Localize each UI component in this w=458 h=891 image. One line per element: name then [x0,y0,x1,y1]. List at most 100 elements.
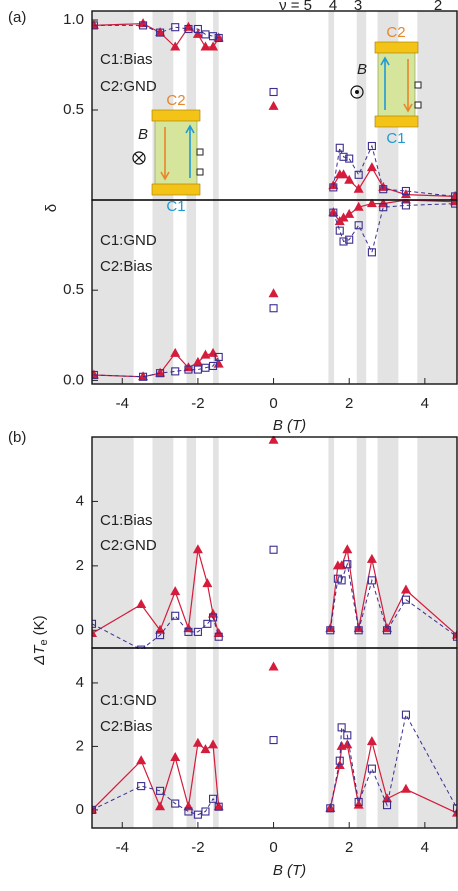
marker-square [337,723,346,732]
condition-label: C2:Bias [100,718,153,735]
marker-square [92,619,97,628]
marker-square [452,804,457,813]
contact [374,115,419,128]
marker-triangle [366,553,377,563]
marker-triangle [170,586,181,596]
marker-square [329,208,338,217]
y-label-unit: (K) [31,615,48,635]
marker-square [354,221,363,230]
panel: 0 2 4 C1:Bias C2:GND 0 2 4 C1:GND C2:Bias -4 -2 0 2 4 B… [8,429,458,879]
marker-square [203,619,212,628]
marker-square [193,365,202,374]
marker-square [354,626,363,635]
marker-triangle [268,100,279,110]
marker-square [193,810,202,819]
marker-triangle [136,755,147,765]
marker-triangle [138,18,149,28]
marker-triangle [208,739,219,749]
field-symbol [350,85,364,99]
panel: 0.5 1.0 C1:Bias C2:GND 0.0 0.5 C1:GND C2:Bias -4… [8,0,458,434]
probe [414,101,422,109]
marker-triangle [452,807,457,817]
marker-triangle [342,544,353,554]
marker-square [335,226,344,235]
marker-square [208,794,218,803]
marker-square [401,201,410,210]
marker-triangle [366,199,377,208]
field-label: B [138,126,148,143]
marker-square [92,370,98,380]
marker-triangle [200,744,211,754]
marker-square [335,143,344,152]
marker-square [208,613,218,622]
marker-square [156,28,165,37]
marker-square [201,30,210,39]
marker-triangle [366,736,377,746]
marker-square [156,631,165,640]
condition-label: C1:Bias [100,512,153,529]
y-axis-label: δ [43,204,60,212]
marker-triangle [202,578,213,588]
contact-label: C1 [166,198,185,215]
marker-square [171,611,180,620]
x-tick-label: 2 [345,395,353,412]
marker-square [326,626,335,635]
marker-square [193,627,202,636]
x-tick-label: 4 [421,395,429,412]
marker-triangle [338,212,349,222]
y-tick-label: 0.5 [63,101,84,118]
marker-square [326,804,335,813]
marker-square [343,731,352,740]
marker-square [339,237,348,246]
device-inset: C2 C1 B [132,92,204,215]
x-tick-label: -4 [116,395,129,412]
marker-square [201,363,210,372]
marker-triangle [400,783,411,793]
shaded-band [417,11,457,384]
contact-label: C2 [386,24,405,41]
shaded-band [328,11,335,384]
condition-label: C1:GND [100,692,157,709]
marker-square [201,807,210,816]
marker-triangle [208,608,219,618]
marker-triangle [344,174,355,184]
condition-label: C2:Bias [100,258,153,275]
marker-triangle [200,41,211,51]
marker-square [367,764,376,773]
marker-square [367,576,376,585]
marker-square [139,21,148,30]
y-axis-label: ΔTe (K) [31,615,50,665]
marker-square [382,626,392,635]
marker-square [171,367,180,376]
shaded-band [356,437,367,828]
marker-triangle [213,801,224,811]
field-symbol [134,153,144,163]
marker-square [208,32,218,41]
marker-triangle [378,199,389,208]
marker-square [379,185,388,194]
marker-triangle [138,371,149,381]
marker-triangle [268,436,279,444]
shaded-band [186,437,197,828]
x-tick-label: -2 [191,839,204,856]
marker-square [137,782,146,791]
marker-triangle [136,599,147,609]
marker-square [92,21,98,30]
x-tick-label: -4 [116,839,129,856]
marker-square [269,545,278,554]
marker-triangle [183,623,194,633]
marker-triangle [344,208,355,218]
edge-arrow [160,127,170,181]
y-label-sub: e [38,639,50,645]
series-line [92,713,457,816]
marker-square [139,372,148,381]
condition-label: C1:GND [100,232,157,249]
marker-square [382,801,392,810]
marker-triangle [155,367,166,377]
marker-triangle [192,544,203,554]
marker-triangle [342,739,353,749]
marker-square [367,141,376,151]
x-tick-label: -2 [191,395,204,412]
panel-label: (a) [8,9,26,26]
